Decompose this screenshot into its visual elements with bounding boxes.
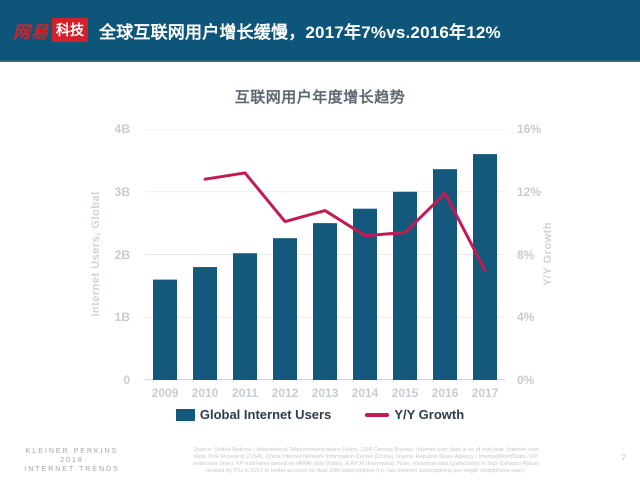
y-tick-right: 8% [517,247,535,262]
legend-label: Y/Y Growth [394,407,465,422]
y-tick-right: 4% [517,310,535,325]
chart-title: 互联网用户年度增长趋势 [234,89,406,106]
legend-item-global-internet-users: Global Internet Users [175,407,332,422]
chart-plot-area [143,128,507,380]
page-number: 7 [620,453,626,463]
growth-line [203,171,487,272]
brand-line: KLEINER PERKINS [25,448,119,455]
y-tick-left: 3B [114,184,130,199]
bar-2015 [393,191,417,380]
netease-tech-logo[interactable]: 网易 科技 [13,18,88,43]
bar-series-swatch [175,408,195,421]
bar-2012 [273,238,297,380]
bar-2014 [353,208,377,380]
y-tick-right: 12% [517,184,542,199]
y-axis-right-ticks: 0% 4% 8% 12% 16% [517,122,577,387]
x-tick-2016: 2016 [431,386,459,400]
netease-logo-text: 网易 [13,22,49,42]
x-tick-2013: 2013 [311,386,339,400]
brand-line: 2018 [60,457,84,464]
x-axis-ticks: 2009 2010 2011 2012 2013 2014 2015 2016 2017 [145,386,505,402]
y-tick-right: 0% [517,373,535,387]
tech-logo-badge: 科技 [52,18,88,42]
header-bar: 网易 科技 全球互联网用户增长缓慢，2017年7%vs.2016年12% [0,0,640,62]
x-tick-2012: 2012 [271,386,299,400]
x-tick-2015: 2015 [391,386,419,400]
brand-line: INTERNET TRENDS [24,466,120,473]
source-note: Source: United Nations / International T… [152,447,580,475]
y-axis-left-ticks: 0 1B 2B 3B 4B [0,122,130,387]
source-note-line: data: Pew Research (USA), China Internet… [194,454,538,460]
y-axis-left-title: Internet Users, Global [90,191,102,317]
y-tick-left: 2B [114,247,130,262]
bar-2011 [233,253,257,380]
chart-legend: Global Internet Users Y/Y Growth [0,407,640,422]
x-tick-2009: 2009 [151,386,179,400]
combo-chart-canvas [143,128,507,380]
bar-2009 [153,279,177,380]
source-note-line: estimates (Iran), KP estimates based on … [193,461,539,467]
page-title: 全球互联网用户增长缓慢，2017年7%vs.2016年12% [99,22,501,42]
source-note-line: revised by ITU in 2017 to better account… [205,468,526,474]
x-tick-2011: 2011 [231,386,259,400]
bar-2013 [313,223,337,380]
x-tick-2010: 2010 [191,386,219,400]
legend-label: Global Internet Users [199,407,332,422]
source-note-line: Source: United Nations / International T… [193,447,539,453]
legend-item-yy-growth: Y/Y Growth [365,407,464,422]
y-tick-left: 1B [114,310,130,325]
y-tick-left: 4B [114,122,130,136]
bar-2010 [193,267,217,380]
x-tick-2014: 2014 [351,386,379,400]
x-tick-2017: 2017 [471,386,499,400]
bar-2016 [433,169,457,380]
kleiner-perkins-brand: KLEINER PERKINS 2018 INTERNET TRENDS [16,447,128,474]
y-axis-right-title: Y/Y Growth [542,221,554,287]
y-tick-left: 0 [123,373,130,387]
y-tick-right: 16% [517,122,542,136]
line-series-swatch [365,412,390,417]
